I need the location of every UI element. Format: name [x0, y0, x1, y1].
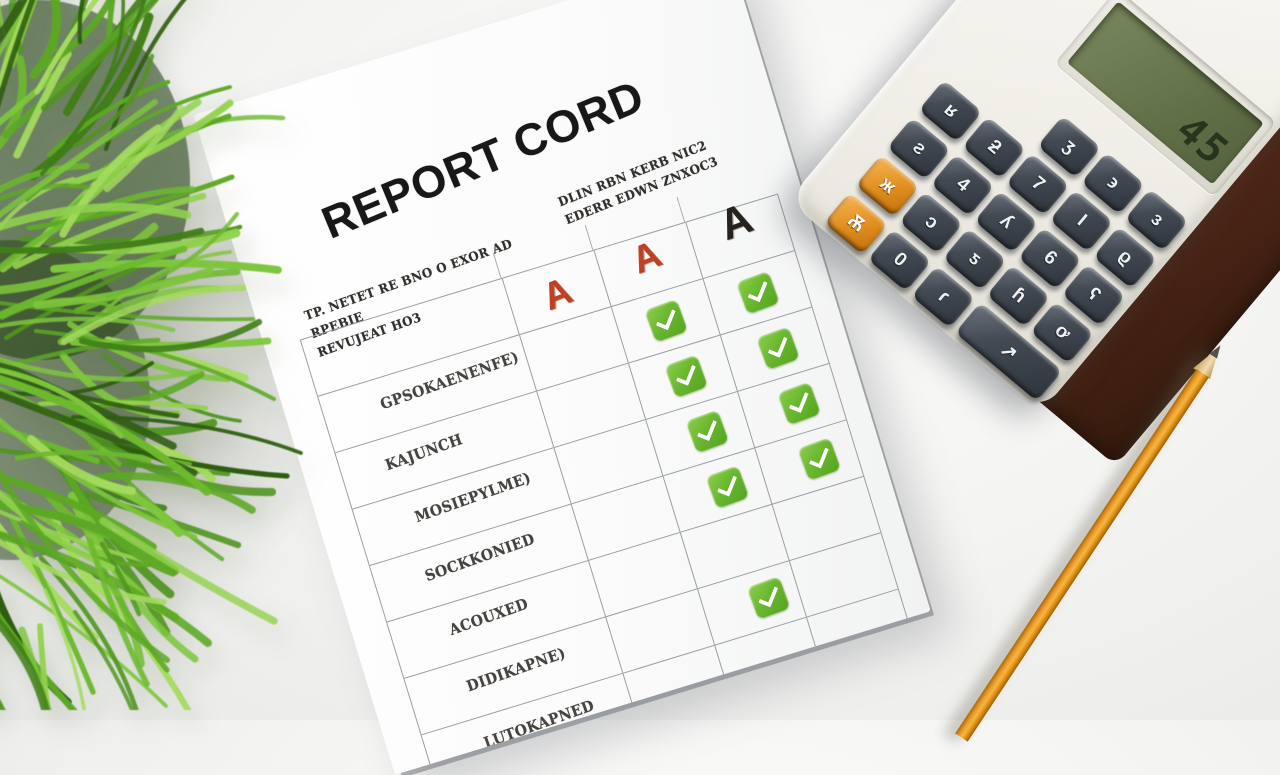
plant-blades-svg: [0, 0, 303, 775]
check-icon: [746, 576, 791, 620]
calculator-display-value: 45: [1165, 107, 1239, 174]
grade-letter: A: [625, 232, 667, 282]
check-icon: [643, 299, 688, 343]
grade-letter: A: [536, 269, 578, 319]
column-divider-extension: [676, 196, 686, 223]
plant: [0, 0, 410, 775]
grade-letter: A: [712, 193, 759, 250]
check-icon: [776, 381, 821, 426]
column-divider-extension: [584, 225, 594, 251]
check-icon: [685, 409, 729, 454]
check-icon: [735, 270, 780, 315]
check-icon: [664, 354, 709, 399]
check-icon: [756, 326, 800, 370]
check-icon: [797, 437, 842, 481]
check-icon: [705, 465, 750, 509]
